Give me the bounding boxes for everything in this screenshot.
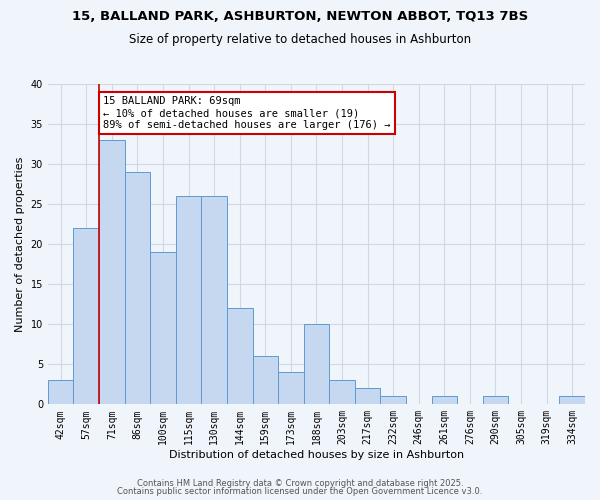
- Text: Contains public sector information licensed under the Open Government Licence v3: Contains public sector information licen…: [118, 487, 482, 496]
- Text: Contains HM Land Registry data © Crown copyright and database right 2025.: Contains HM Land Registry data © Crown c…: [137, 478, 463, 488]
- Bar: [99, 140, 125, 404]
- Bar: [150, 252, 176, 404]
- Bar: [278, 372, 304, 404]
- Bar: [202, 196, 227, 404]
- Bar: [227, 308, 253, 404]
- Text: 15 BALLAND PARK: 69sqm
← 10% of detached houses are smaller (19)
89% of semi-det: 15 BALLAND PARK: 69sqm ← 10% of detached…: [103, 96, 391, 130]
- Bar: [431, 396, 457, 404]
- Bar: [304, 324, 329, 404]
- Bar: [482, 396, 508, 404]
- X-axis label: Distribution of detached houses by size in Ashburton: Distribution of detached houses by size …: [169, 450, 464, 460]
- Bar: [73, 228, 99, 404]
- Bar: [380, 396, 406, 404]
- Bar: [125, 172, 150, 404]
- Bar: [253, 356, 278, 405]
- Text: Size of property relative to detached houses in Ashburton: Size of property relative to detached ho…: [129, 32, 471, 46]
- Y-axis label: Number of detached properties: Number of detached properties: [15, 156, 25, 332]
- Bar: [329, 380, 355, 404]
- Bar: [48, 380, 73, 404]
- Bar: [355, 388, 380, 404]
- Bar: [176, 196, 202, 404]
- Text: 15, BALLAND PARK, ASHBURTON, NEWTON ABBOT, TQ13 7BS: 15, BALLAND PARK, ASHBURTON, NEWTON ABBO…: [72, 10, 528, 23]
- Bar: [559, 396, 585, 404]
